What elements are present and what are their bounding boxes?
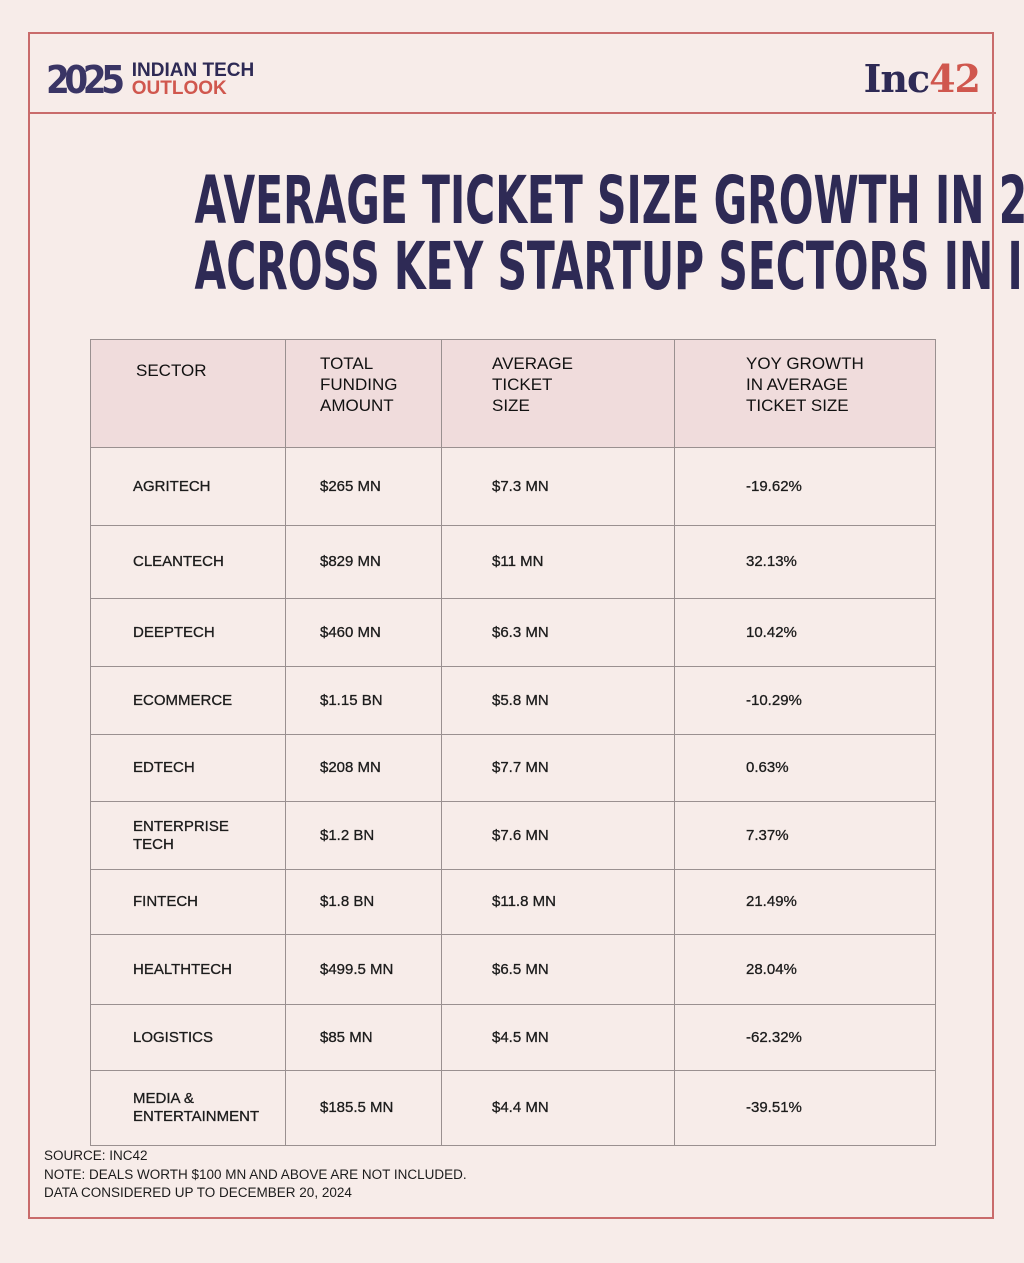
- title-line: ACROSS KEY STARTUP SECTORS IN INDIA: [194, 228, 1024, 305]
- value-cell: -39.51%: [674, 1070, 936, 1146]
- header-row: SECTOR TOTAL FUNDING AMOUNT AVERAGE TICKET…: [90, 339, 936, 448]
- table-row: ENTERPRISE TECH $1.2 BN $7.6 MN 7.37%: [90, 801, 936, 870]
- header-divider: [28, 112, 996, 114]
- logo-year: 2025: [46, 58, 125, 102]
- value-cell: $265 MN: [285, 447, 442, 526]
- table-row: MEDIA & ENTERTAINMENT $185.5 MN $4.4 MN -39…: [90, 1070, 936, 1146]
- value-cell: 10.42%: [674, 598, 936, 667]
- logo-text: INDIAN TECH OUTLOOK: [131, 60, 255, 99]
- value-cell: $7.6 MN: [441, 801, 675, 870]
- sector-cell: CLEANTECH: [90, 525, 286, 599]
- sector-cell: MEDIA & ENTERTAINMENT: [90, 1070, 286, 1146]
- table-row: LOGISTICS $85 MN $4.5 MN -62.32%: [90, 1004, 936, 1071]
- footer: SOURCE: INC42 NOTE: DEALS WORTH $100 MN A…: [44, 1147, 467, 1203]
- column-header: AVERAGE TICKET SIZE: [441, 339, 675, 448]
- table-row: ECOMMERCE $1.15 BN $5.8 MN -10.29%: [90, 666, 936, 735]
- value-cell: $1.2 BN: [285, 801, 442, 870]
- table-row: FINTECH $1.8 BN $11.8 MN 21.49%: [90, 869, 936, 935]
- table-row: EDTECH $208 MN $7.7 MN 0.63%: [90, 734, 936, 802]
- sector-cell: AGRITECH: [90, 447, 286, 526]
- sector-cell: FINTECH: [90, 869, 286, 935]
- value-cell: -10.29%: [674, 666, 936, 735]
- brand: Inc42: [863, 56, 981, 101]
- value-cell: $85 MN: [285, 1004, 442, 1071]
- value-cell: $11 MN: [441, 525, 675, 599]
- table: SECTOR TOTAL FUNDING AMOUNT AVERAGE TICKET…: [90, 339, 936, 1146]
- logo-line: OUTLOOK: [131, 78, 227, 99]
- value-cell: 28.04%: [674, 934, 936, 1005]
- table-row: CLEANTECH $829 MN $11 MN 32.13%: [90, 525, 936, 599]
- logo: 2025 INDIAN TECH OUTLOOK: [46, 58, 254, 102]
- title: AVERAGE TICKET SIZE GROWTH IN 2024 ACROS…: [0, 168, 1024, 300]
- brand-number: 42: [929, 56, 981, 101]
- value-cell: $1.8 BN: [285, 869, 442, 935]
- sector-cell: DEEPTECH: [90, 598, 286, 667]
- column-header: YOY GROWTH IN AVERAGE TICKET SIZE: [674, 339, 936, 448]
- value-cell: $208 MN: [285, 734, 442, 802]
- sector-cell: HEALTHTECH: [90, 934, 286, 1005]
- logo-line: INDIAN TECH: [131, 60, 255, 81]
- table-row: DEEPTECH $460 MN $6.3 MN 10.42%: [90, 598, 936, 667]
- value-cell: $499.5 MN: [285, 934, 442, 1005]
- value-cell: 32.13%: [674, 525, 936, 599]
- value-cell: $11.8 MN: [441, 869, 675, 935]
- column-header: TOTAL FUNDING AMOUNT: [285, 339, 442, 448]
- value-cell: 0.63%: [674, 734, 936, 802]
- value-cell: $460 MN: [285, 598, 442, 667]
- sector-cell: ECOMMERCE: [90, 666, 286, 735]
- value-cell: $4.5 MN: [441, 1004, 675, 1071]
- brand-name: Inc: [863, 56, 931, 101]
- value-cell: $7.3 MN: [441, 447, 675, 526]
- footnote: DATA CONSIDERED UP TO DECEMBER 20, 2024: [44, 1185, 352, 1200]
- title-line: AVERAGE TICKET SIZE GROWTH IN 2024: [194, 162, 1024, 239]
- value-cell: 21.49%: [674, 869, 936, 935]
- value-cell: -62.32%: [674, 1004, 936, 1071]
- value-cell: $7.7 MN: [441, 734, 675, 802]
- sector-cell: LOGISTICS: [90, 1004, 286, 1071]
- value-cell: $5.8 MN: [441, 666, 675, 735]
- value-cell: $829 MN: [285, 525, 442, 599]
- table-body: AGRITECH $265 MN $7.3 MN -19.62% CLEANTECH $8…: [90, 447, 936, 1146]
- sector-cell: EDTECH: [90, 734, 286, 802]
- value-cell: -19.62%: [674, 447, 936, 526]
- footnote: SOURCE: INC42: [44, 1148, 148, 1163]
- value-cell: $4.4 MN: [441, 1070, 675, 1146]
- table-row: AGRITECH $265 MN $7.3 MN -19.62%: [90, 447, 936, 526]
- sector-cell: ENTERPRISE TECH: [90, 801, 286, 870]
- value-cell: 7.37%: [674, 801, 936, 870]
- table-row: HEALTHTECH $499.5 MN $6.5 MN 28.04%: [90, 934, 936, 1005]
- column-header: SECTOR: [90, 339, 286, 448]
- value-cell: $6.3 MN: [441, 598, 675, 667]
- frame: [28, 32, 994, 1219]
- footnote: NOTE: DEALS WORTH $100 MN AND ABOVE ARE …: [44, 1166, 467, 1182]
- value-cell: $6.5 MN: [441, 934, 675, 1005]
- value-cell: $1.15 BN: [285, 666, 442, 735]
- value-cell: $185.5 MN: [285, 1070, 442, 1146]
